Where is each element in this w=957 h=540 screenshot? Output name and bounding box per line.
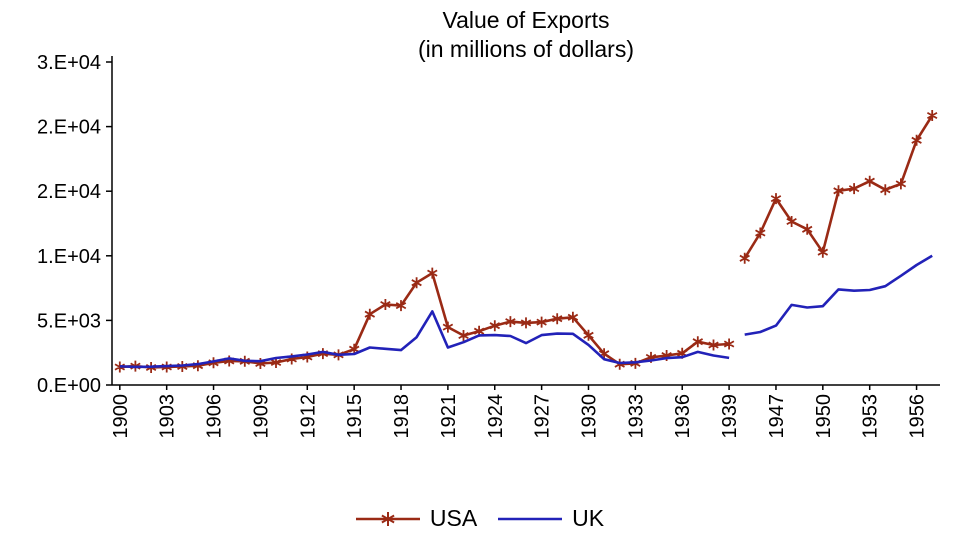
legend-line-sample-usa	[355, 511, 420, 526]
legend-item-uk: UK	[495, 505, 604, 532]
chart-title: Value of Exports	[442, 7, 610, 33]
y-tick-label: 1.E+04	[37, 246, 101, 268]
x-tick-label: 1906	[204, 394, 226, 439]
x-tick-label: 1939	[719, 394, 741, 439]
x-tick-label: 1903	[157, 394, 179, 439]
chart-title-block: Value of Exports (in millions of dollars…	[112, 6, 940, 65]
x-tick-label: 1909	[250, 394, 272, 439]
series-line-uk	[119, 254, 933, 369]
series-line-usa	[119, 114, 934, 369]
x-tick-label: 1900	[110, 394, 132, 439]
legend-item-usa: USA	[353, 505, 477, 532]
y-tick-label: 2.E+04	[37, 181, 101, 203]
y-tick-label: 5.E+03	[37, 310, 101, 332]
legend: USA UK	[0, 505, 957, 532]
x-tick-label: 1933	[625, 394, 647, 439]
chart-subtitle: (in millions of dollars)	[417, 36, 634, 63]
x-tick-label: 1924	[485, 394, 507, 439]
x-tick-label: 1950	[813, 394, 835, 439]
x-tick-label: 1956	[907, 394, 929, 439]
series-markers-usa	[114, 110, 938, 373]
x-tick-label: 1915	[344, 394, 366, 439]
legend-label-uk: UK	[572, 505, 605, 531]
x-tick-label: 1930	[578, 394, 600, 439]
legend-line-sample-uk	[498, 517, 563, 520]
y-tick-label: 2.E+04	[37, 117, 101, 139]
asterisk-marker-icon	[381, 511, 395, 526]
y-tick-label: 0.E+00	[37, 375, 101, 397]
plot-area: 0.E+00 5.E+03 1.E+04 2.E+04 2.E+04 3.E+04 1900…	[37, 52, 940, 439]
x-tick-label: 1918	[391, 394, 413, 439]
x-tick-label: 1947	[766, 394, 788, 439]
y-tick-label: 3.E+04	[37, 52, 101, 74]
x-tick-label: 1927	[532, 394, 554, 439]
x-tick-label: 1936	[672, 394, 694, 439]
x-tick-label: 1912	[297, 394, 319, 439]
legend-label-usa: USA	[429, 505, 478, 531]
x-tick-label: 1953	[860, 394, 882, 439]
x-tick-label: 1921	[438, 394, 460, 439]
